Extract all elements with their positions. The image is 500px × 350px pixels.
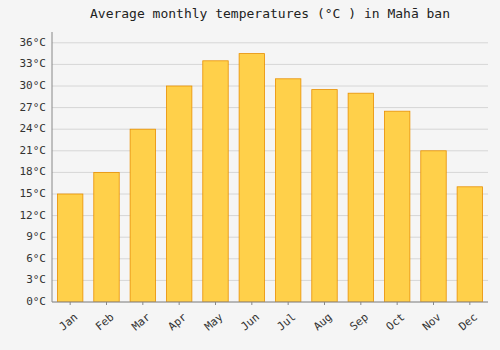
grid-line [52,129,488,130]
x-tick-label: Jun [238,310,262,333]
y-tick-label: 36°C [20,36,47,49]
grid-line [52,302,488,303]
y-tick-label: 18°C [20,165,47,178]
y-axis-line [52,32,53,302]
x-tick [288,302,289,305]
x-tick [106,302,107,305]
x-tick-labels: Jan Feb Mar Apr May Jun Jul Aug Sep Oct Nov Dec [57,302,480,333]
y-tick-label: 12°C [20,209,47,222]
title: Average monthly temperatures (°C ) in Ma… [90,6,450,21]
x-axis-line [52,302,488,303]
y-tick-label: 15°C [20,187,47,200]
bar [384,111,409,302]
x-tick [179,302,180,305]
y-tick-label: 6°C [26,252,46,265]
y-tick-label: 24°C [20,122,47,135]
y-tick-label: 27°C [20,101,47,114]
x-tick [142,302,143,305]
x-tick-label: Jan [57,310,81,333]
y-tick-label: 0°C [26,295,46,308]
y-grid [52,43,488,302]
bar [203,61,228,302]
x-tick-label: Sep [347,310,371,333]
bar [94,172,119,302]
bar [348,93,373,302]
bar [421,151,446,302]
grid-line [52,86,488,87]
y-tick-label: 9°C [26,230,46,243]
grid-line [52,64,488,65]
x-tick-label: Aug [311,310,335,333]
grid-line [52,107,488,108]
x-tick [324,302,325,305]
x-tick [251,302,252,305]
x-tick-label: Mar [129,310,153,333]
x-tick [433,302,434,305]
x-tick-label: Oct [384,310,408,333]
x-tick [70,302,71,305]
grid-line [52,42,488,43]
y-tick-label: 30°C [20,79,47,92]
y-tick-label: 33°C [20,57,47,70]
bar [57,194,82,302]
x-tick [215,302,216,305]
bar [130,129,155,302]
y-tick-label: 21°C [20,144,47,157]
bar [239,54,264,302]
x-tick-label: Feb [93,310,117,333]
bar [457,187,482,302]
bars [57,54,482,302]
x-tick-label: Nov [420,310,444,333]
y-tick-labels: 0°C 3°C 6°C 9°C 12°C 15°C 18°C 21°C 24°C 27°C 30°C… [20,36,47,308]
x-tick-label: Apr [166,310,190,333]
chart: 0°C 3°C 6°C 9°C 12°C 15°C 18°C 21°C 24°C 27°C 30°C… [0,0,500,350]
x-tick [360,302,361,305]
x-tick-label: May [202,310,226,333]
x-tick-label: Dec [456,310,480,333]
x-tick [397,302,398,305]
y-tick-label: 3°C [26,273,46,286]
bar [312,90,337,302]
bar [166,86,191,302]
x-tick-label: Jul [275,310,299,333]
x-tick [469,302,470,305]
bar [275,79,300,302]
page: {"chart_data": {"type": "bar", "title": … [0,0,500,350]
